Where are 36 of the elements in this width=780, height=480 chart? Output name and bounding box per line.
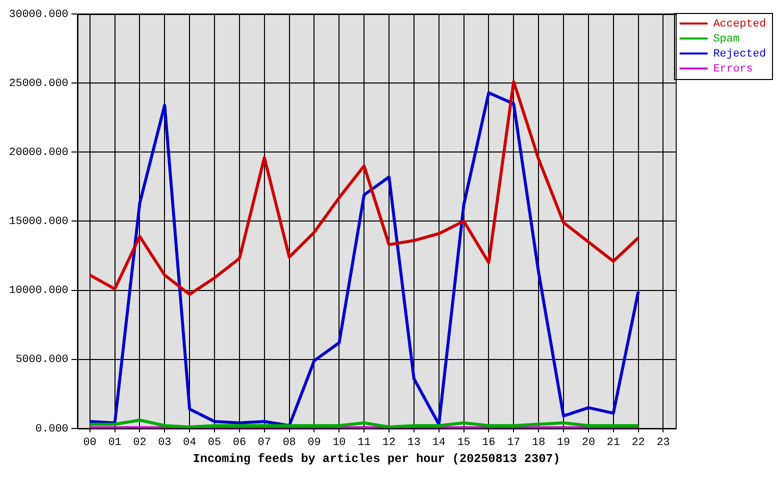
legend-label: Rejected [713, 48, 766, 60]
x-tick-label: 23 [656, 436, 670, 449]
x-tick-label: 19 [556, 436, 570, 449]
y-tick-label: 5000.000 [16, 354, 68, 366]
y-tick-label: 30000.000 [8, 8, 68, 21]
x-tick-label: 15 [457, 436, 470, 449]
x-tick-label: 14 [432, 436, 446, 449]
x-tick-label: 06 [232, 436, 246, 449]
y-tick-label: 15000.000 [8, 216, 68, 228]
x-tick-label: 20 [582, 436, 596, 449]
x-tick-label: 05 [208, 436, 222, 449]
x-tick-label: 04 [182, 436, 197, 449]
legend-label: Accepted [713, 18, 766, 30]
y-tick-label: 20000.000 [8, 147, 68, 160]
x-tick-label: 17 [507, 436, 520, 449]
x-tick-label: 12 [382, 436, 396, 449]
x-tick-label: 03 [158, 436, 172, 449]
x-tick-label: 11 [357, 436, 372, 449]
y-tick-label: 10000.000 [8, 285, 68, 298]
x-tick-label: 07 [258, 436, 271, 449]
x-tick-label: 02 [133, 436, 146, 449]
x-axis-title: Incoming feeds by articles per hour (20250813 2307) [192, 452, 560, 466]
x-tick-label: 22 [632, 436, 645, 449]
legend-label: Spam [713, 33, 740, 46]
x-tick-label: 09 [308, 436, 321, 449]
x-tick-label: 00 [83, 436, 96, 449]
x-tick-label: 21 [606, 436, 620, 449]
y-tick-label: 25000.000 [8, 78, 68, 90]
y-tick-label: 0.000 [35, 423, 68, 436]
x-tick-label: 10 [332, 436, 346, 449]
x-tick-label: 13 [407, 436, 421, 449]
x-tick-label: 01 [108, 436, 122, 449]
legend-label: Errors [713, 63, 753, 76]
x-tick-label: 18 [532, 436, 546, 449]
x-tick-label: 08 [282, 436, 296, 449]
x-tick-label: 16 [482, 436, 496, 449]
